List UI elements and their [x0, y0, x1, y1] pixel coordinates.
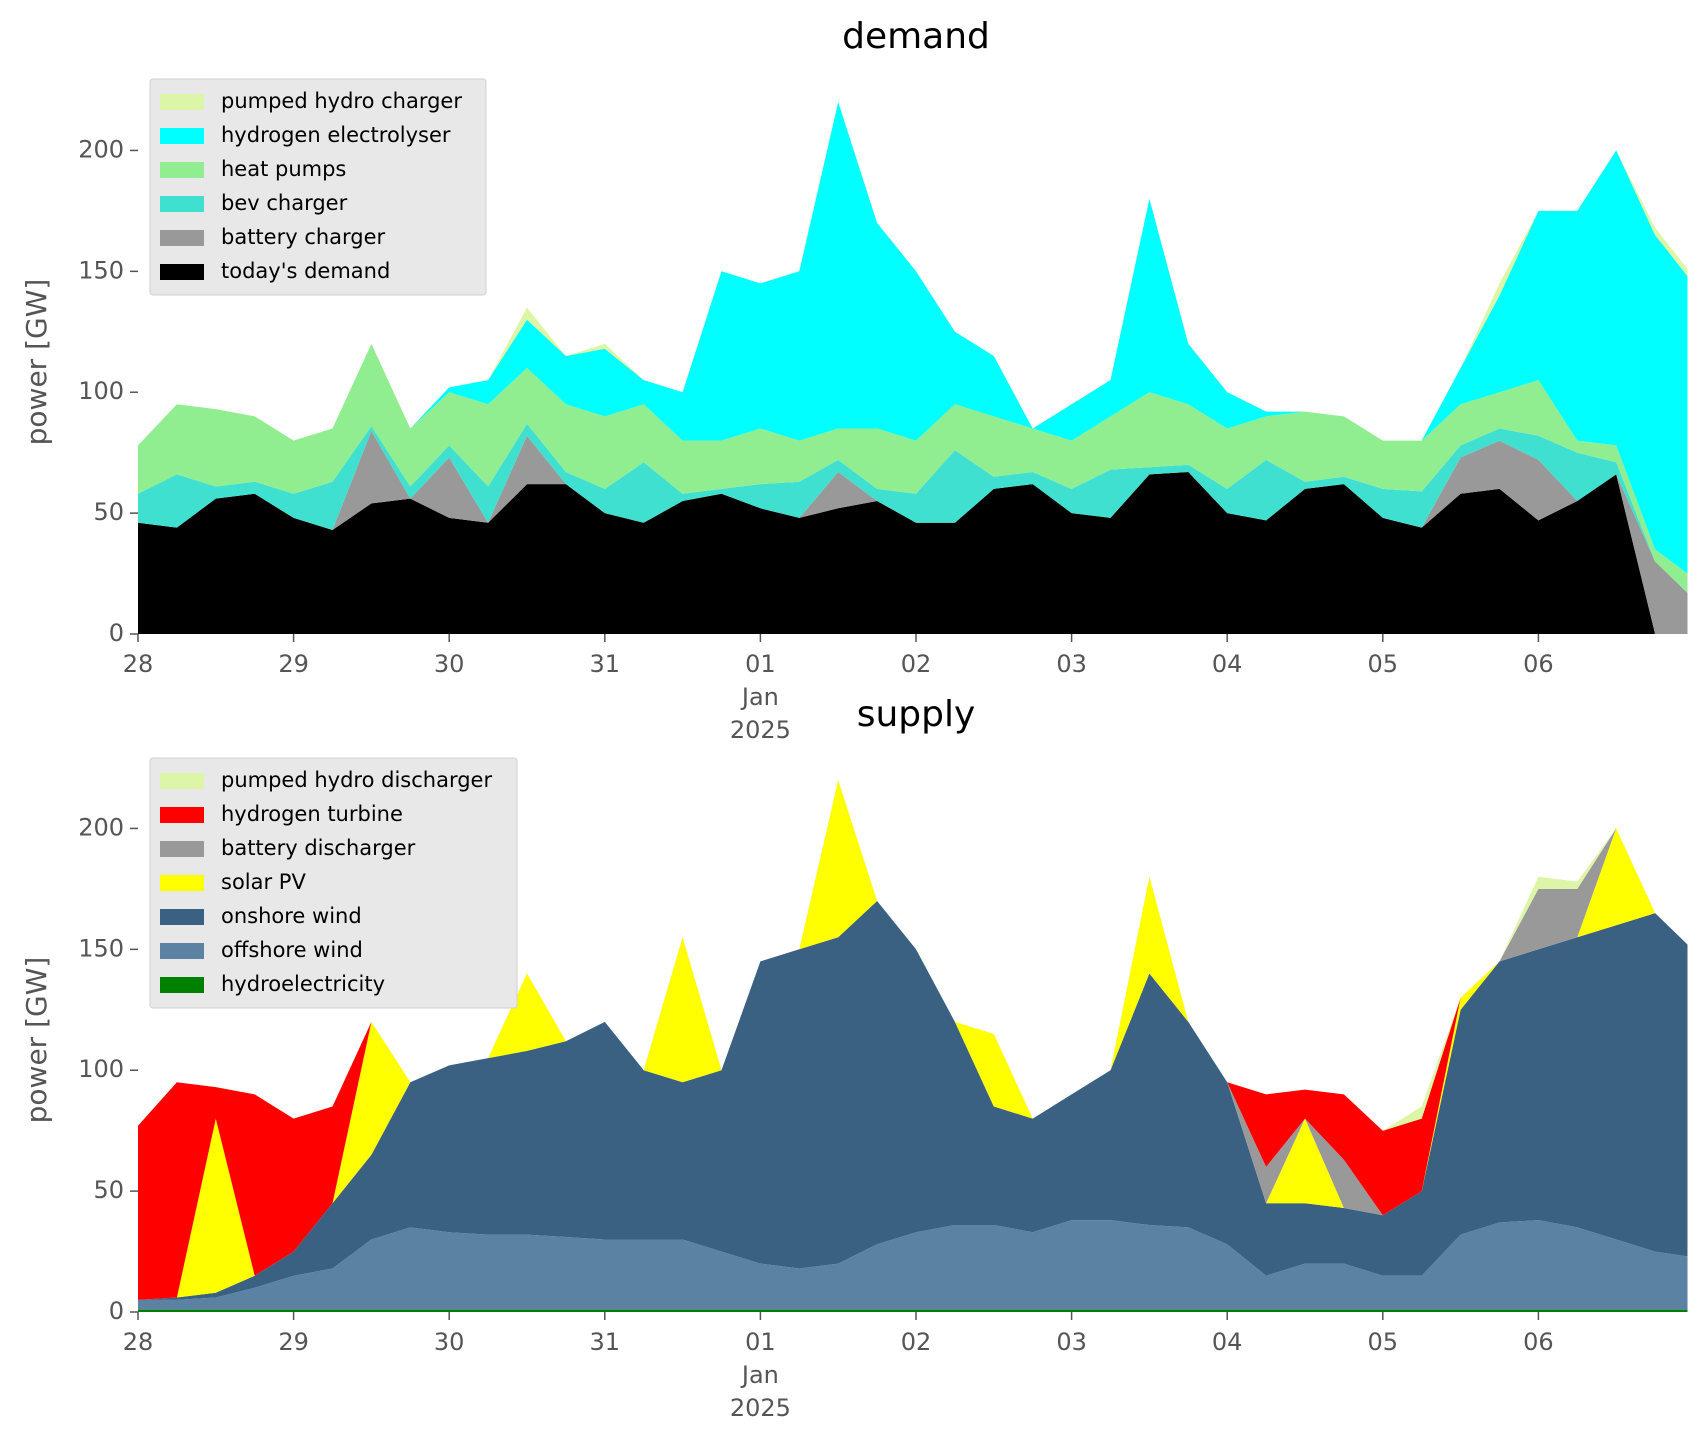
- y-axis-label: power [GW]: [20, 957, 53, 1124]
- y-tick-label: 50: [93, 498, 124, 526]
- y-tick-label: 100: [78, 377, 124, 405]
- y-tick-label: 100: [78, 1055, 124, 1083]
- legend-swatch: [160, 162, 204, 178]
- legend-swatch: [160, 807, 204, 823]
- legend-label: today's demand: [221, 259, 390, 283]
- area: [138, 1220, 1688, 1310]
- x-tick-label: 31: [589, 1328, 621, 1356]
- area: [138, 901, 1688, 1300]
- y-tick-label: 150: [78, 256, 124, 284]
- legend-label: solar PV: [221, 870, 306, 894]
- legend-label: pumped hydro charger: [221, 89, 462, 113]
- area: [138, 430, 1688, 634]
- area: [138, 472, 1688, 634]
- legend-swatch: [160, 230, 204, 246]
- y-tick-label: 0: [109, 1297, 124, 1325]
- legend-swatch: [160, 264, 204, 280]
- x-tick-label: 06: [1523, 1328, 1554, 1356]
- x-tick-label: 28: [122, 650, 154, 678]
- x-tick-label: 04: [1211, 1328, 1243, 1356]
- legend-label: pumped hydro discharger: [221, 768, 492, 792]
- legend-label: battery discharger: [221, 836, 416, 860]
- y-tick-label: 200: [78, 135, 124, 163]
- legend-swatch: [160, 94, 204, 110]
- x-tick-label: 06: [1523, 650, 1554, 678]
- legend-label: hydrogen turbine: [221, 802, 403, 826]
- x-tick-label: 05: [1367, 650, 1399, 678]
- legend-label: offshore wind: [221, 938, 363, 962]
- x-tick-label: 05: [1367, 1328, 1399, 1356]
- legend-label: hydroelectricity: [221, 972, 385, 996]
- area: [138, 343, 1688, 593]
- x-tick-label: 29: [278, 650, 309, 678]
- legend-label: heat pumps: [221, 157, 346, 181]
- legend-swatch: [160, 128, 204, 144]
- x-tick-label: 29: [278, 1328, 309, 1356]
- x-tick-label: 01 Jan 2025: [729, 1328, 791, 1422]
- area: [138, 102, 1688, 574]
- y-tick-label: 0: [109, 619, 124, 647]
- x-tick-label: 28: [122, 1328, 154, 1356]
- chart-title: demand: [842, 16, 990, 57]
- legend-swatch: [160, 841, 204, 857]
- legend-swatch: [160, 875, 204, 891]
- legend-label: hydrogen electrolyser: [221, 123, 451, 147]
- x-tick-label: 31: [589, 650, 621, 678]
- legend-box: [149, 78, 487, 296]
- y-tick-label: 200: [78, 813, 124, 841]
- x-tick-label: 03: [1056, 650, 1087, 678]
- legend-label: bev charger: [221, 191, 348, 215]
- x-tick-label: 02: [900, 650, 932, 678]
- legend-label: battery charger: [221, 225, 386, 249]
- legend-swatch: [160, 196, 204, 212]
- legend-box: [149, 757, 518, 1009]
- area: [138, 423, 1688, 593]
- area: [138, 780, 1688, 1300]
- legend-swatch: [160, 977, 204, 993]
- legend-swatch: [160, 773, 204, 789]
- legend-label: onshore wind: [221, 904, 362, 928]
- x-tick-label: 01 Jan 2025: [729, 650, 791, 744]
- y-axis-label: power [GW]: [20, 279, 53, 446]
- area: [138, 780, 1688, 1300]
- y-tick-label: 150: [78, 934, 124, 962]
- x-tick-label: 02: [900, 1328, 932, 1356]
- area: [138, 1309, 1688, 1312]
- chart-title: supply: [857, 694, 976, 735]
- x-tick-label: 30: [433, 1328, 465, 1356]
- x-tick-label: 30: [433, 650, 465, 678]
- x-tick-label: 04: [1211, 650, 1243, 678]
- legend-swatch: [160, 909, 204, 925]
- legend-swatch: [160, 943, 204, 959]
- x-tick-label: 03: [1056, 1328, 1087, 1356]
- y-tick-label: 50: [93, 1176, 124, 1204]
